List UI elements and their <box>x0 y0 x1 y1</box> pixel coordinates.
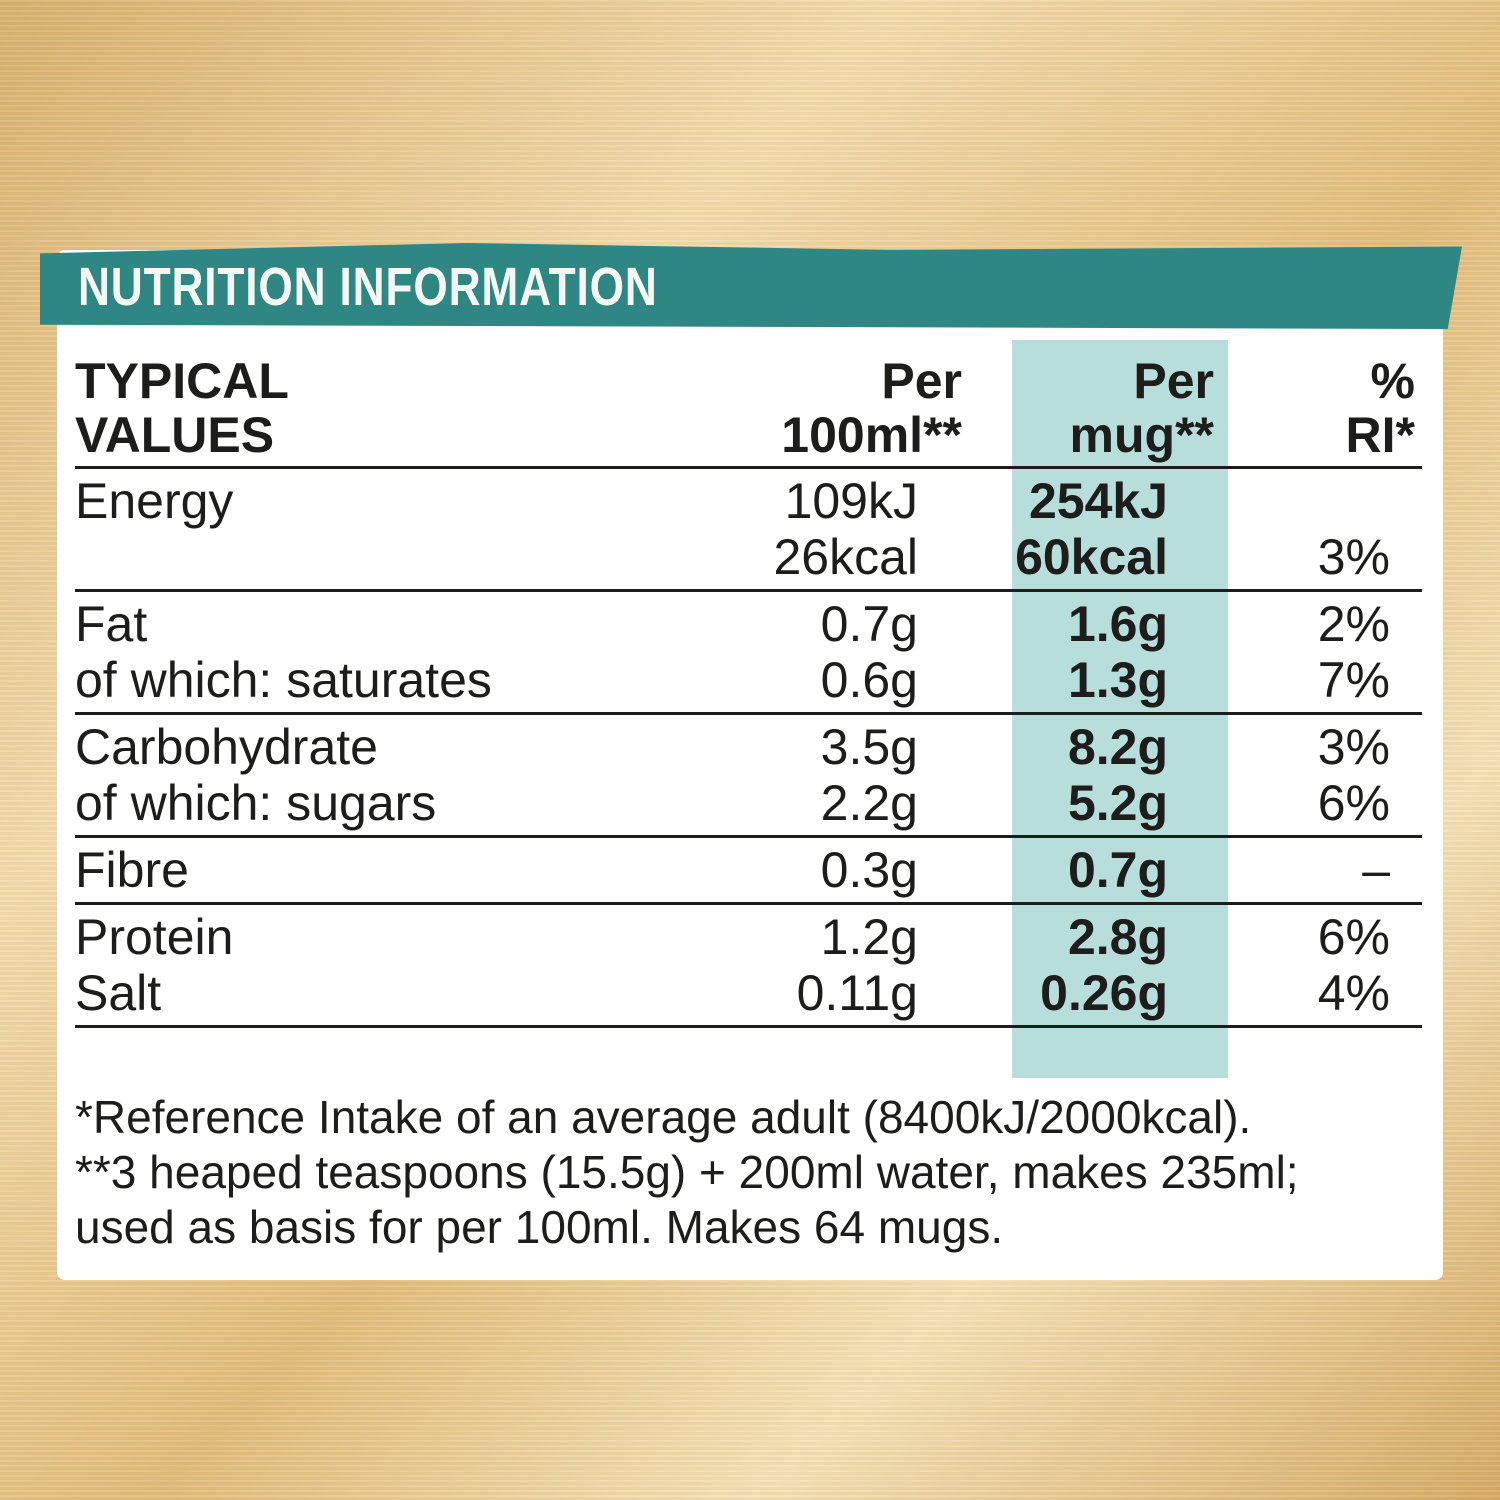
cell: 5.2g <box>1067 775 1168 831</box>
column-header: VALUES <box>75 407 275 463</box>
table-row: Energy 109kJ 254kJ <box>75 473 1422 529</box>
table-section: Carbohydrate 3.5g 8.2g 3% of which: sugars 2.… <box>75 715 1422 838</box>
cell: Fibre <box>75 842 189 898</box>
column-header: Per <box>881 353 962 409</box>
header-row: TYPICAL Per Per% <box>75 354 1422 408</box>
cell <box>75 529 760 585</box>
cell: 4% <box>1317 965 1390 1021</box>
column-header: RI* <box>1345 407 1415 463</box>
cell: of which: sugars <box>75 775 437 831</box>
column-header: % <box>1370 353 1415 409</box>
cell: 0.7g <box>1067 842 1168 898</box>
cell: 1.2g <box>820 909 918 965</box>
cell: 7% <box>1317 652 1390 708</box>
column-header: Per <box>1133 353 1214 409</box>
cell: 8.2g <box>1067 719 1168 775</box>
table-row: of which: sugars 2.2g 5.2g 6% <box>75 775 1422 831</box>
table-row: of which: saturates 0.6g 1.3g 7% <box>75 652 1422 708</box>
cell <box>1228 473 1422 529</box>
cell: 2% <box>1317 596 1390 652</box>
cell: 3% <box>1317 529 1390 585</box>
table-row: Fat 0.7g 1.6g 2% <box>75 596 1422 652</box>
cell: 3.5g <box>820 719 918 775</box>
cell: Energy <box>75 473 234 529</box>
table-row: Protein 1.2g 2.8g 6% <box>75 909 1422 965</box>
cell: 1.6g <box>1067 596 1168 652</box>
column-header: TYPICAL <box>75 353 289 409</box>
cell: 6% <box>1317 909 1390 965</box>
cell: 6% <box>1317 775 1390 831</box>
title: NUTRITION INFORMATION <box>78 257 658 317</box>
table-section: Fat 0.7g 1.6g 2% of which: saturates 0.6g 1.3g… <box>75 592 1422 715</box>
header-section: TYPICAL Per Per% VALUES 100ml** mug** RI* <box>75 350 1422 469</box>
cell: 1.3g <box>1067 652 1168 708</box>
table-row: Salt 0.11g 0.26g 4% <box>75 965 1422 1021</box>
cell: – <box>1362 842 1390 898</box>
cell: 0.6g <box>820 652 918 708</box>
cell: Fat <box>75 596 148 652</box>
footnote: **3 heaped teaspoons (15.5g) + 200ml wat… <box>75 1146 1299 1198</box>
cell: 0.7g <box>820 596 918 652</box>
cell: 109kJ <box>784 473 918 529</box>
footnote: *Reference Intake of an average adult (8… <box>75 1091 1252 1143</box>
cell: Carbohydrate <box>75 719 378 775</box>
footnotes: *Reference Intake of an average adult (8… <box>75 1090 1299 1255</box>
table-section: Protein 1.2g 2.8g 6% Salt 0.11g 0.26g 4% <box>75 905 1422 1028</box>
table-row: Fibre 0.3g 0.7g – <box>75 842 1422 898</box>
highlight-column <box>1012 340 1228 1078</box>
cell: 0.3g <box>820 842 918 898</box>
cell: 60kcal <box>1015 529 1168 585</box>
cell: 0.26g <box>1040 965 1168 1021</box>
cell: Salt <box>75 965 162 1021</box>
footnote: used as basis for per 100ml. Makes 64 mu… <box>75 1201 1004 1253</box>
table-section: Energy 109kJ 254kJ 26kcal 60kcal 3% <box>75 469 1422 592</box>
title-banner <box>40 243 1462 329</box>
cell: 2.2g <box>820 775 918 831</box>
header-row: VALUES 100ml** mug** RI* <box>75 408 1422 462</box>
cell: 254kJ <box>1028 473 1168 529</box>
cell: 3% <box>1317 719 1390 775</box>
nutrition-table: TYPICAL Per Per% VALUES 100ml** mug** RI* Energ… <box>75 350 1422 1028</box>
table-row: Carbohydrate 3.5g 8.2g 3% <box>75 719 1422 775</box>
cell: 2.8g <box>1067 909 1168 965</box>
cell: of which: saturates <box>75 652 492 708</box>
table-row: 26kcal 60kcal 3% <box>75 529 1422 585</box>
column-header: mug** <box>1069 407 1214 463</box>
cell: 26kcal <box>773 529 918 585</box>
cell: Protein <box>75 909 234 965</box>
cell: 0.11g <box>796 965 918 1021</box>
column-header: 100ml** <box>781 407 962 463</box>
table-section: Fibre 0.3g 0.7g – <box>75 838 1422 905</box>
